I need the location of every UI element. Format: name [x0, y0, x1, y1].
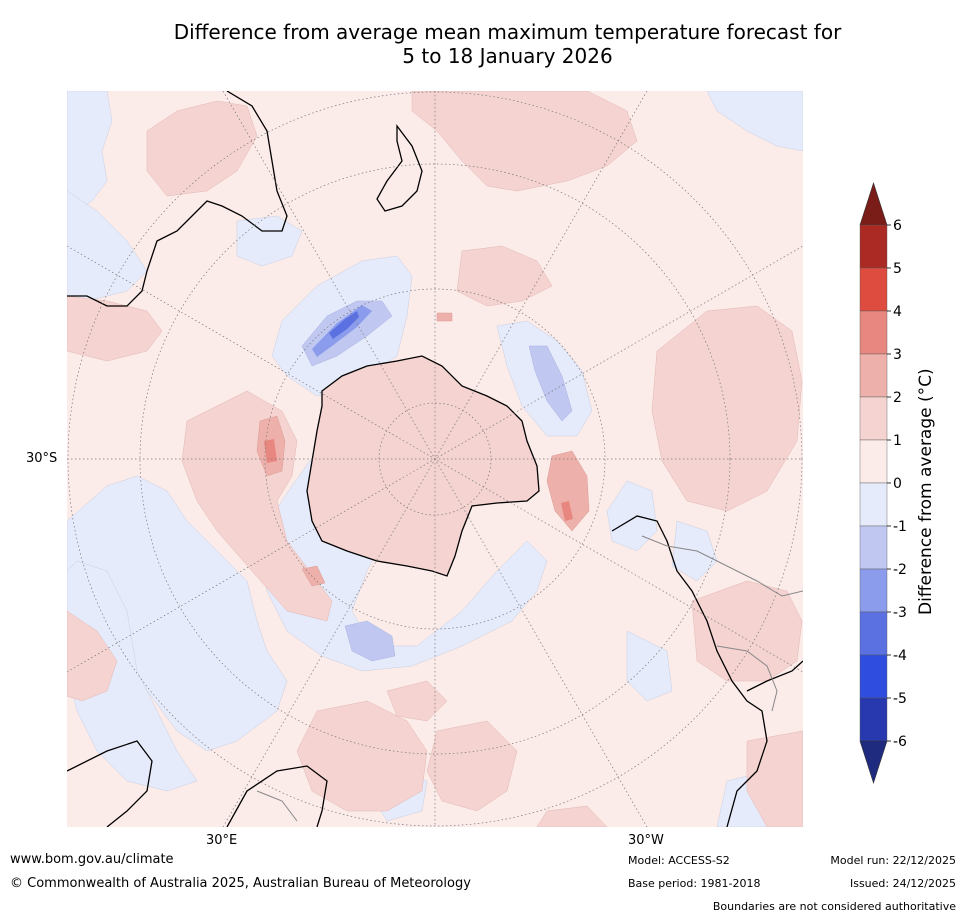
colorbar-segment: [859, 697, 888, 742]
map-title: Difference from average mean maximum tem…: [100, 20, 915, 68]
footer-boundaries-note: Boundaries are not considered authoritat…: [712, 900, 956, 913]
warm-anomaly-regions: [67, 91, 803, 827]
footer-base-period: Base period: 1981-2018: [628, 877, 761, 890]
colorbar-tick-label: 3: [893, 347, 902, 363]
colorbar-tick-label: -5: [893, 691, 907, 707]
colorbar-tick-label: 0: [893, 476, 902, 492]
colorbar-tick-label: 2: [893, 390, 902, 406]
colorbar-tick-label: 6: [893, 218, 902, 234]
colorbar-tick-label: 1: [893, 433, 902, 449]
colorbar-segment: [859, 353, 888, 398]
colorbar-tick-label: -4: [893, 648, 907, 664]
lon-label-30w: 30°W: [628, 833, 664, 848]
colorbar-tick-label: -2: [893, 562, 907, 578]
colorbar-segment: [859, 396, 888, 441]
colorbar-title: Difference from average (°C): [916, 368, 936, 615]
title-line-2: 5 to 18 January 2026: [402, 44, 613, 68]
colorbar-tick-label: 5: [893, 261, 902, 277]
warm-anomaly-strong: [256, 312, 590, 587]
footer-url: www.bom.gov.au/climate: [10, 852, 174, 867]
colorbar-segment: [859, 439, 888, 484]
graticule: [67, 91, 803, 827]
lon-label-30e: 30°E: [206, 833, 238, 848]
colorbar-segment: [859, 224, 888, 269]
colorbar-extend-bottom: [859, 740, 888, 784]
colorbar-tick-label: -1: [893, 519, 907, 535]
footer-model-run: Model run: 22/12/2025: [830, 854, 956, 867]
anomaly-map: [67, 91, 803, 827]
colorbar-segment: [859, 568, 888, 613]
colorbar-segment: [859, 310, 888, 355]
colorbar-segment: [859, 611, 888, 656]
colorbar-extend-top: [859, 182, 888, 226]
lat-label-30s: 30°S: [26, 451, 58, 466]
footer-issued: Issued: 24/12/2025: [849, 877, 956, 890]
colorbar-tick-label: -6: [893, 734, 907, 750]
antarctica: [306, 355, 540, 577]
footer-model: Model: ACCESS-S2: [628, 854, 730, 867]
colorbar-segment: [859, 267, 888, 312]
colorbar: 6 5 4 3 2 1 0 -1 -2 -3 -4 -5 -6: [859, 182, 907, 784]
cool-anomaly-core: [329, 311, 359, 339]
country-borders: [256, 535, 803, 822]
colorbar-tick-label: 4: [893, 304, 902, 320]
colorbar-segment: [859, 654, 888, 699]
warm-anomaly-stronger: [264, 439, 573, 521]
colorbar-tick-label: -3: [893, 605, 907, 621]
colorbar-segment: [859, 525, 888, 570]
title-line-1: Difference from average mean maximum tem…: [173, 20, 842, 44]
coastlines: [67, 91, 803, 827]
colorbar-segment: [859, 482, 888, 527]
footer-copyright: © Commonwealth of Australia 2025, Austra…: [10, 876, 471, 891]
